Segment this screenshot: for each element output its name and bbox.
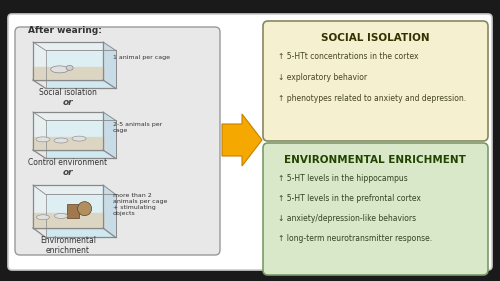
Text: After wearing:: After wearing: <box>28 26 102 35</box>
Text: Social isolation: Social isolation <box>39 88 97 97</box>
Polygon shape <box>46 194 116 237</box>
Text: ↑ 5-HT levels in the hippocampus: ↑ 5-HT levels in the hippocampus <box>278 174 408 183</box>
Polygon shape <box>103 112 116 158</box>
Ellipse shape <box>36 215 50 220</box>
FancyBboxPatch shape <box>263 21 488 141</box>
Ellipse shape <box>54 138 68 143</box>
Text: ↑ long-term neurotransmitter response.: ↑ long-term neurotransmitter response. <box>278 234 432 243</box>
Polygon shape <box>33 185 103 228</box>
Polygon shape <box>33 137 103 150</box>
Polygon shape <box>33 67 103 80</box>
Text: 1 animal per cage: 1 animal per cage <box>113 55 170 60</box>
Text: ↓ anxiety/depression-like behaviors: ↓ anxiety/depression-like behaviors <box>278 214 416 223</box>
Polygon shape <box>33 42 103 80</box>
Polygon shape <box>222 114 262 166</box>
Polygon shape <box>33 213 103 228</box>
Ellipse shape <box>66 65 73 70</box>
Polygon shape <box>103 185 116 237</box>
Text: Environmental
enrichment: Environmental enrichment <box>40 236 96 255</box>
Text: SOCIAL ISOLATION: SOCIAL ISOLATION <box>320 33 430 43</box>
Text: ENVIRONMENTAL ENRICHMENT: ENVIRONMENTAL ENRICHMENT <box>284 155 466 165</box>
Text: more than 2
animals per cage
+ stimulating
objects: more than 2 animals per cage + stimulati… <box>113 193 168 216</box>
Text: or: or <box>62 168 74 177</box>
Ellipse shape <box>36 137 50 142</box>
Text: ↑ 5-HTt concentrations in the cortex: ↑ 5-HTt concentrations in the cortex <box>278 52 418 61</box>
Text: ↑ 5-HT levels in the prefrontal cortex: ↑ 5-HT levels in the prefrontal cortex <box>278 194 421 203</box>
Polygon shape <box>33 112 103 150</box>
Text: ↑ phenotypes related to anxiety and depression.: ↑ phenotypes related to anxiety and depr… <box>278 94 466 103</box>
Text: Control environment: Control environment <box>28 158 108 167</box>
Ellipse shape <box>54 214 68 218</box>
Polygon shape <box>46 120 116 158</box>
Text: 2-5 animals per
cage: 2-5 animals per cage <box>113 122 162 133</box>
FancyBboxPatch shape <box>15 27 220 255</box>
Circle shape <box>78 202 92 216</box>
FancyBboxPatch shape <box>263 143 488 275</box>
Polygon shape <box>46 50 116 88</box>
Ellipse shape <box>50 66 68 73</box>
Text: ↓ exploratory behavior: ↓ exploratory behavior <box>278 73 367 82</box>
Ellipse shape <box>72 136 86 141</box>
FancyBboxPatch shape <box>8 14 492 270</box>
Text: or: or <box>62 98 74 107</box>
FancyBboxPatch shape <box>66 204 78 218</box>
Polygon shape <box>103 42 116 88</box>
